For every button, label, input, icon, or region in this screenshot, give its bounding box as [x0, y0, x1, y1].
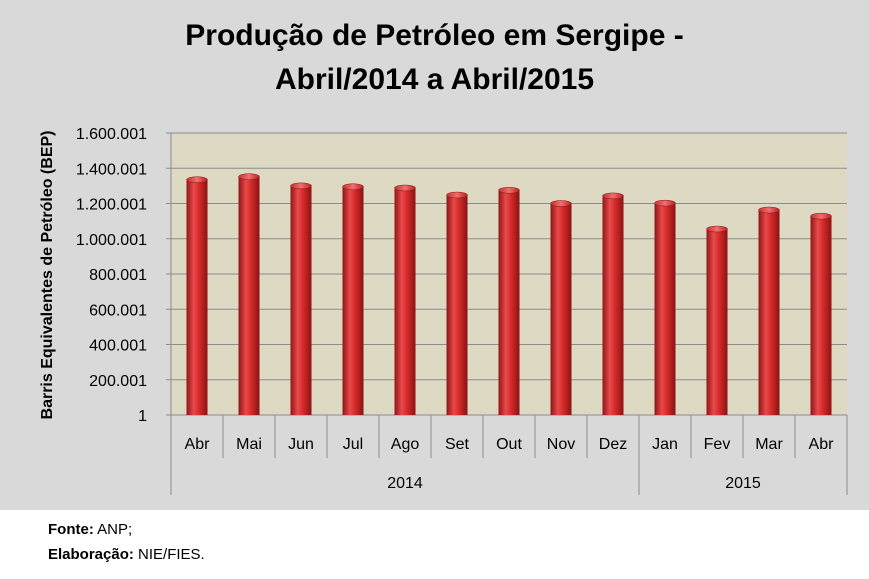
- bar-chart: 1 200.001 400.001 600.001 800.001 1.000.001 1.…: [39, 126, 848, 495]
- bar: [758, 210, 780, 415]
- bar: [290, 185, 312, 415]
- bar: [446, 195, 468, 415]
- bar: [342, 186, 364, 415]
- source-label: Fonte:: [48, 521, 94, 538]
- bar: [238, 176, 260, 415]
- bar: [654, 203, 676, 415]
- chart-area: Produção de Petróleo em Sergipe - Abril/…: [0, 0, 869, 510]
- bar-top: [290, 182, 312, 190]
- x-tick-label: Set: [445, 436, 470, 453]
- x-tick-label: Mai: [236, 436, 262, 453]
- bar: [706, 229, 728, 415]
- y-tick-label: 1.000.001: [76, 232, 147, 249]
- bar-top: [654, 199, 676, 207]
- credit-label: Elaboração:: [48, 546, 134, 563]
- bar: [186, 179, 208, 415]
- x-tick-label: Ago: [391, 436, 420, 453]
- bar-top: [186, 176, 208, 183]
- x-tick-label: Fev: [704, 436, 731, 453]
- y-tick-label: 1.400.001: [76, 161, 147, 178]
- chart-title: Produção de Petróleo em Sergipe - Abril/…: [0, 14, 869, 102]
- x-tick-label: Abr: [809, 436, 835, 453]
- bar: [394, 187, 416, 415]
- source-value: ANP;: [97, 521, 133, 538]
- bar-top: [238, 173, 260, 180]
- x-tick-label: Dez: [599, 436, 627, 453]
- bar-top: [446, 191, 468, 199]
- bar-top: [810, 212, 832, 220]
- x-tick-label: Nov: [547, 436, 575, 453]
- bar-top: [498, 187, 520, 194]
- y-tick-label: 600.001: [89, 302, 147, 319]
- x-tick-label: Jan: [652, 436, 678, 453]
- y-tick-label: 800.001: [89, 267, 147, 284]
- chart-title-line-1: Produção de Petróleo em Sergipe -: [185, 19, 684, 52]
- bar-top: [706, 225, 728, 233]
- bar: [550, 203, 572, 415]
- x-tick-label: Abr: [185, 436, 211, 453]
- bar-top: [758, 206, 780, 214]
- bar-top: [342, 183, 364, 191]
- x-tick-label: Jun: [288, 436, 314, 453]
- footer: Fonte: ANP; Elaboração: NIE/FIES.: [48, 517, 205, 567]
- bar: [810, 216, 832, 415]
- chart-title-line-2: Abril/2014 a Abril/2015: [274, 63, 595, 96]
- x-year-label: 2014: [387, 475, 423, 492]
- x-tick-label: Jul: [343, 436, 363, 453]
- credit-value: NIE/FIES.: [138, 546, 205, 563]
- x-year-label: 2015: [725, 475, 761, 492]
- y-tick-label: 200.001: [89, 373, 147, 390]
- bar-top: [602, 192, 624, 200]
- y-tick-label: 1.600.001: [76, 126, 147, 143]
- bar-top: [550, 200, 572, 207]
- x-tick-label: Mar: [755, 436, 783, 453]
- y-axis-label: Barris Equivalentes de Petróleo (BEP): [39, 131, 56, 420]
- bar: [498, 190, 520, 415]
- y-tick-label: 400.001: [89, 338, 147, 355]
- source-line: Fonte: ANP;: [48, 517, 205, 542]
- credit-line: Elaboração: NIE/FIES.: [48, 542, 205, 567]
- y-tick-label: 1.200.001: [76, 197, 147, 214]
- x-tick-label: Out: [496, 436, 522, 453]
- bar: [602, 195, 624, 415]
- bar-top: [394, 184, 416, 192]
- y-tick-label: 1: [138, 408, 147, 425]
